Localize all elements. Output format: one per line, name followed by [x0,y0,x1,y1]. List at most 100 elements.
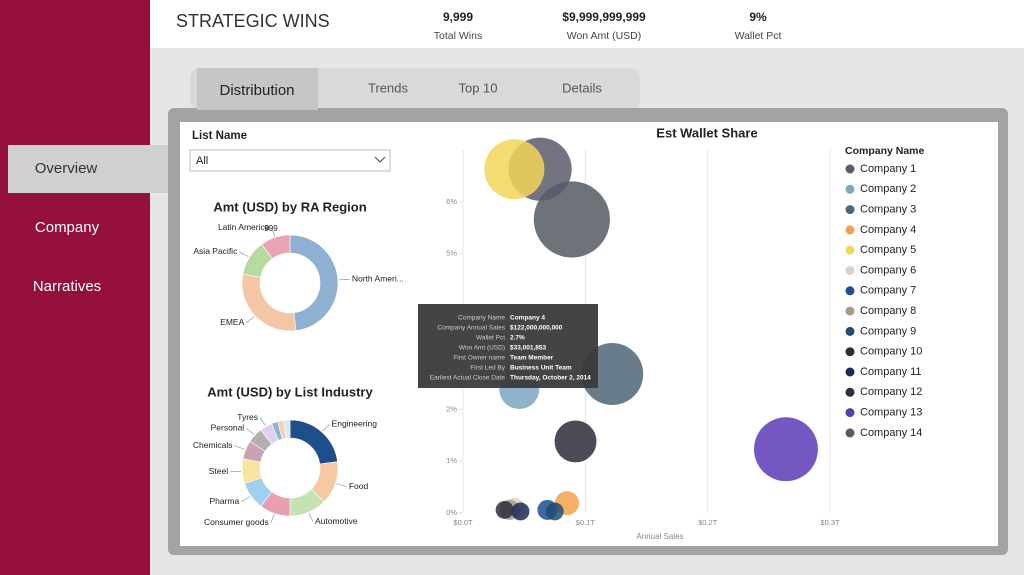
slice-label: Tyres [237,412,258,422]
tab[interactable]: Distribution [219,82,294,99]
bubble[interactable] [495,500,514,519]
leader-line [241,496,251,503]
legend-label[interactable]: Company 5 [860,244,916,256]
header-bar [150,0,1024,48]
tab-active-bg [197,68,318,110]
leader-line [246,428,255,435]
slice-label: Personal [211,423,245,433]
slice-label: North Ameri... [352,274,404,284]
kpi-label: Wallet Pct [735,30,782,42]
chart-title: Est Wallet Share [656,125,757,140]
donut-slice [261,234,291,260]
legend-swatch [845,347,855,357]
nav-item[interactable]: Overview [35,160,98,177]
tooltip-label: Wallet Pct [476,335,505,342]
donut-slice [283,419,291,439]
leader-line [239,251,249,258]
leader-line [230,470,242,473]
leader-line [271,227,276,237]
tab[interactable]: Details [562,80,602,95]
tooltip-value: 2.7% [510,335,525,342]
legend-swatch [845,326,855,336]
tooltip-label: First Owner name [453,355,505,362]
legend-swatch [845,428,855,438]
legend-swatch [845,387,855,397]
leader-line [270,514,275,524]
slice-label: Engineering [332,419,378,429]
legend-swatch [845,286,855,296]
page-title: STRATEGIC WINS [176,11,330,31]
kpi-label: Won Amt (USD) [567,30,641,42]
kpi-value: $9,999,999,999 [562,10,646,24]
slice-label: Consumer goods [204,517,269,527]
legend-label[interactable]: Company 4 [860,224,916,236]
legend-label[interactable]: Company 9 [860,325,916,337]
bubble[interactable] [533,181,610,258]
tooltip-label: Earliest Actual Close Date [430,375,506,382]
bubble[interactable] [754,417,818,482]
legend-swatch [845,225,855,235]
y-tick-label: 2% [446,404,457,413]
slice-label: Automotive [315,516,358,526]
annotation: 999 [264,224,278,233]
chart-title: Amt (USD) by List Industry [207,384,373,399]
filter-value[interactable]: All [196,155,208,167]
bubble[interactable] [545,502,564,521]
x-tick-label: $0.3T [820,518,840,527]
legend-swatch [845,306,855,316]
tooltip-label: Company Annual Sales [437,325,505,332]
legend-label[interactable]: Company 13 [860,407,922,419]
legend-title: Company Name [845,145,925,157]
legend-label[interactable]: Company 3 [860,204,916,216]
legend-label[interactable]: Company 7 [860,285,916,297]
legend-swatch [845,367,855,377]
tooltip-label: Won Amt (USD) [459,345,505,352]
sidebar [0,0,150,575]
leader-line [308,513,314,522]
tooltip-label: First Led By [470,365,505,372]
tooltip-value: Team Member [510,355,554,362]
leader-line [234,445,245,450]
tooltip-label: Company Name [458,315,505,322]
legend-label[interactable]: Company 10 [860,346,922,358]
y-tick-label: 1% [446,456,457,465]
legend-swatch [845,245,855,255]
legend-label[interactable]: Company 8 [860,305,916,317]
slice-label: Pharma [209,496,239,506]
kpi-value: 9% [749,10,767,24]
y-tick-label: 0% [446,508,457,517]
dropdown[interactable] [189,149,391,172]
slice-label: Asia Pacific [193,246,238,256]
kpi-label: Total Wins [434,30,482,42]
nav-item[interactable]: Company [35,219,100,236]
slice-label: Latin America [218,222,270,232]
kpi-value: 9,999 [443,10,473,24]
dropdown-chevron [374,156,386,163]
tab[interactable]: Top 10 [458,80,497,95]
legend-swatch [845,266,855,275]
x-axis-label: Annual Sales [636,532,683,541]
tooltip-value: $122,000,000,000 [510,325,563,332]
nav-item[interactable]: Narratives [33,278,101,295]
bubble[interactable] [484,139,545,200]
legend-label[interactable]: Company 14 [860,427,922,439]
tooltip-box [418,304,598,388]
bubble[interactable] [511,502,530,521]
slice-label: Steel [209,466,228,476]
legend-label[interactable]: Company 1 [860,163,916,175]
tooltip-value: Business Unit Team [510,365,572,372]
tooltip-value: Thursday, October 2, 2014 [510,375,591,382]
legend-swatch [845,205,855,215]
tab[interactable]: Trends [368,80,408,95]
legend-label[interactable]: Company 11 [860,366,922,378]
legend-label[interactable]: Company 2 [860,183,916,195]
donut-slice [289,234,339,331]
legend-label[interactable]: Company 6 [860,264,916,276]
legend-swatch [845,164,855,174]
bubble[interactable] [554,420,597,463]
leader-line [246,316,255,323]
leader-line [322,424,330,432]
filter-label: List Name [192,130,247,142]
legend-label[interactable]: Company 12 [860,386,922,398]
